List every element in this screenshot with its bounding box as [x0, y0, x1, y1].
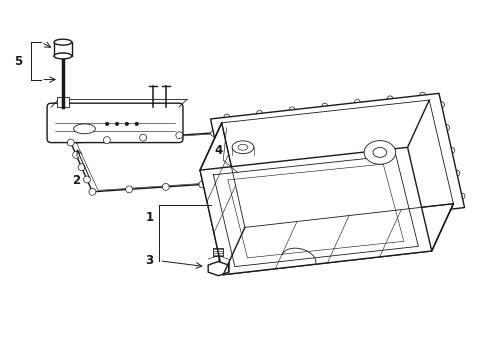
Circle shape: [125, 186, 132, 193]
Circle shape: [449, 148, 455, 153]
Circle shape: [257, 111, 263, 116]
Ellipse shape: [364, 141, 395, 164]
Ellipse shape: [238, 144, 248, 150]
Circle shape: [223, 188, 229, 194]
Circle shape: [103, 137, 110, 144]
Circle shape: [314, 222, 320, 228]
Polygon shape: [208, 261, 229, 276]
Circle shape: [67, 139, 74, 146]
Circle shape: [357, 120, 364, 126]
Circle shape: [322, 103, 328, 109]
Circle shape: [289, 107, 295, 113]
Circle shape: [445, 207, 451, 212]
Circle shape: [420, 92, 426, 98]
Circle shape: [413, 210, 418, 216]
Circle shape: [115, 122, 119, 126]
Circle shape: [105, 122, 109, 126]
Circle shape: [369, 144, 376, 151]
Circle shape: [83, 176, 91, 183]
Circle shape: [125, 122, 128, 126]
Circle shape: [272, 176, 279, 183]
Text: 3: 3: [146, 254, 153, 267]
Circle shape: [347, 218, 353, 224]
Circle shape: [211, 130, 217, 136]
Circle shape: [248, 127, 255, 134]
Circle shape: [354, 100, 360, 105]
Circle shape: [309, 174, 316, 180]
Polygon shape: [200, 123, 245, 275]
Ellipse shape: [74, 124, 96, 134]
Ellipse shape: [54, 53, 72, 59]
Circle shape: [217, 159, 223, 165]
Circle shape: [73, 152, 79, 158]
Circle shape: [78, 164, 85, 171]
Circle shape: [284, 124, 291, 131]
FancyBboxPatch shape: [57, 97, 69, 107]
Polygon shape: [200, 147, 432, 275]
Polygon shape: [211, 93, 465, 234]
Text: 1: 1: [146, 211, 153, 224]
Circle shape: [176, 132, 183, 139]
Text: 4: 4: [214, 144, 222, 157]
Circle shape: [140, 134, 147, 141]
Circle shape: [459, 193, 465, 199]
Polygon shape: [223, 204, 453, 275]
Circle shape: [380, 214, 386, 220]
FancyBboxPatch shape: [47, 103, 183, 143]
Circle shape: [439, 102, 444, 108]
Ellipse shape: [246, 146, 258, 155]
Circle shape: [236, 179, 243, 185]
Circle shape: [135, 122, 139, 126]
Text: 2: 2: [73, 174, 80, 186]
Circle shape: [320, 122, 327, 129]
Circle shape: [224, 114, 230, 120]
Circle shape: [89, 188, 96, 195]
Circle shape: [199, 181, 206, 188]
Circle shape: [454, 170, 460, 176]
Circle shape: [376, 156, 383, 163]
Circle shape: [382, 169, 389, 176]
Circle shape: [387, 96, 393, 102]
Circle shape: [229, 217, 235, 223]
Circle shape: [345, 171, 353, 178]
Ellipse shape: [232, 141, 254, 154]
Ellipse shape: [241, 141, 263, 159]
Circle shape: [162, 184, 169, 190]
Circle shape: [248, 229, 254, 235]
Circle shape: [212, 129, 219, 136]
Circle shape: [443, 125, 450, 131]
Text: 5: 5: [14, 55, 22, 68]
Ellipse shape: [54, 39, 72, 45]
Circle shape: [363, 132, 370, 139]
Ellipse shape: [373, 148, 387, 157]
Circle shape: [281, 225, 287, 231]
